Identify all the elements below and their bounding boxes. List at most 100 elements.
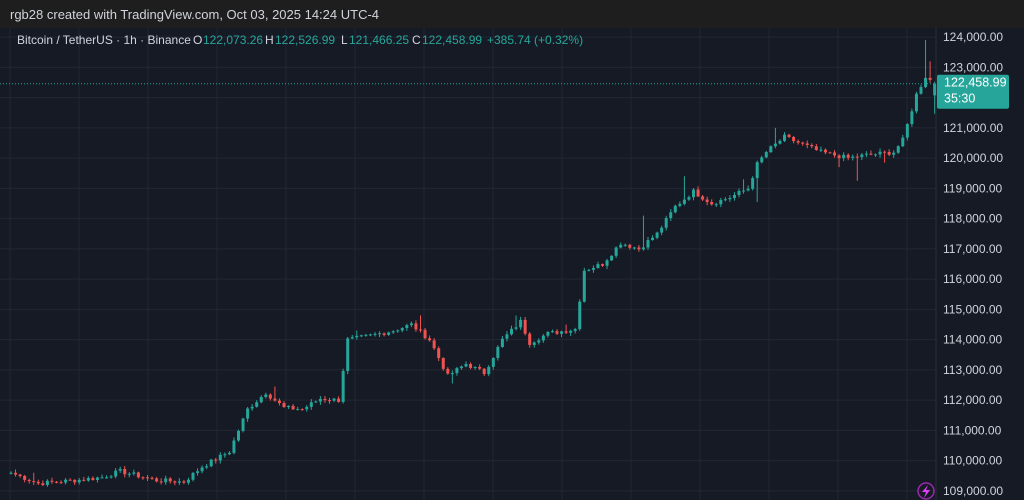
candle-body	[478, 366, 482, 369]
candle-body	[373, 333, 377, 335]
candle-body	[864, 153, 868, 155]
candle-body	[587, 269, 591, 271]
candle-body	[277, 400, 281, 404]
candle-body	[887, 151, 891, 155]
price-tick-label: 109,000.00	[943, 484, 1003, 498]
candle-body	[18, 474, 22, 477]
ohlc-legend: Bitcoin / TetherUS · 1h · Binance O 122,…	[17, 33, 583, 47]
candle-body	[737, 190, 741, 195]
candle-body	[305, 406, 309, 410]
candle-body	[851, 156, 855, 158]
candle-body	[328, 400, 331, 402]
candle-body	[100, 477, 104, 479]
lightning-icon[interactable]	[917, 482, 935, 500]
candle-body	[459, 366, 463, 369]
candle-body	[846, 154, 850, 158]
candle-body	[209, 459, 213, 467]
candle-body	[146, 477, 149, 479]
candle-body	[801, 142, 805, 144]
price-tick-label: 118,000.00	[943, 212, 1002, 226]
candle-body	[796, 141, 800, 143]
candle-body	[651, 237, 655, 241]
candle-body	[778, 140, 782, 144]
chart-grid	[0, 28, 936, 500]
candle-body	[177, 481, 181, 483]
candle-body	[710, 201, 714, 205]
candle-body	[701, 196, 705, 200]
price-tick-label: 117,000.00	[943, 242, 1002, 256]
candle-body	[55, 481, 58, 483]
candle-body	[569, 330, 573, 333]
candle-body	[810, 144, 814, 147]
legend-high-label: H	[265, 33, 274, 47]
candle-body	[805, 143, 809, 145]
candle-body	[669, 212, 673, 219]
candle-body	[719, 199, 723, 205]
candle-body	[105, 477, 109, 479]
legend-low-label: L	[341, 33, 348, 47]
candle-body	[273, 398, 277, 401]
price-tick-label: 119,000.00	[943, 181, 1002, 195]
candle-body	[232, 440, 236, 453]
candle-body	[241, 418, 245, 431]
price-tick-label: 116,000.00	[943, 272, 1002, 286]
candle-body	[218, 454, 222, 461]
candle-body	[614, 247, 618, 256]
price-tick-label: 115,000.00	[943, 302, 1002, 316]
candle-body	[205, 466, 209, 468]
price-tick-label: 114,000.00	[943, 333, 1002, 347]
candle-body	[227, 452, 231, 455]
candle-body	[732, 194, 736, 199]
candle-body	[300, 409, 304, 411]
candle-body	[332, 398, 336, 401]
candle-body	[382, 333, 386, 335]
candle-body	[200, 467, 204, 472]
candle-body	[523, 319, 527, 334]
candle-body	[64, 479, 68, 483]
candle-body	[560, 331, 564, 334]
candle-body	[364, 334, 368, 336]
candle-body	[259, 396, 263, 403]
candle-body	[114, 470, 118, 477]
candle-body	[400, 328, 404, 331]
price-tick-label: 120,000.00	[943, 151, 1003, 165]
candle-body	[591, 268, 595, 270]
candle-body	[874, 154, 877, 156]
candle-body	[555, 331, 559, 334]
candle-body	[27, 479, 31, 482]
candle-body	[773, 143, 777, 147]
candle-body	[68, 479, 72, 481]
candle-body	[723, 199, 727, 201]
legend-change: +385.74 (+0.32%)	[487, 33, 583, 47]
candle-body	[314, 401, 318, 403]
candle-body	[482, 368, 486, 375]
price-axis: 109,000.00 110,000.00 111,000.00 112,000.00…	[943, 30, 1003, 498]
candle-body	[896, 146, 900, 153]
candle-body	[91, 477, 95, 480]
candle-body	[437, 348, 441, 359]
candle-body	[601, 264, 604, 266]
price-tick-label: 110,000.00	[943, 454, 1002, 468]
candle-body	[546, 331, 550, 336]
candle-body	[446, 368, 450, 374]
candle-body	[291, 405, 295, 410]
legend-close-value: 122,458.99	[422, 33, 482, 47]
candle-body	[396, 330, 400, 332]
last-price-value: 122,458.99	[944, 76, 1007, 90]
candle-body	[550, 331, 554, 333]
candle-body	[828, 152, 832, 154]
candle-body	[764, 152, 768, 158]
candle-body	[892, 152, 896, 155]
candle-body	[623, 244, 627, 246]
candle-body	[350, 337, 354, 339]
price-tick-label: 121,000.00	[943, 121, 1003, 135]
candle-body	[287, 405, 291, 408]
candle-body	[473, 366, 477, 368]
candle-body	[36, 481, 40, 484]
candle-body	[168, 478, 172, 482]
candle-body	[378, 333, 382, 335]
candle-body	[450, 373, 454, 375]
candle-body	[769, 146, 773, 153]
candle-body	[901, 137, 905, 147]
